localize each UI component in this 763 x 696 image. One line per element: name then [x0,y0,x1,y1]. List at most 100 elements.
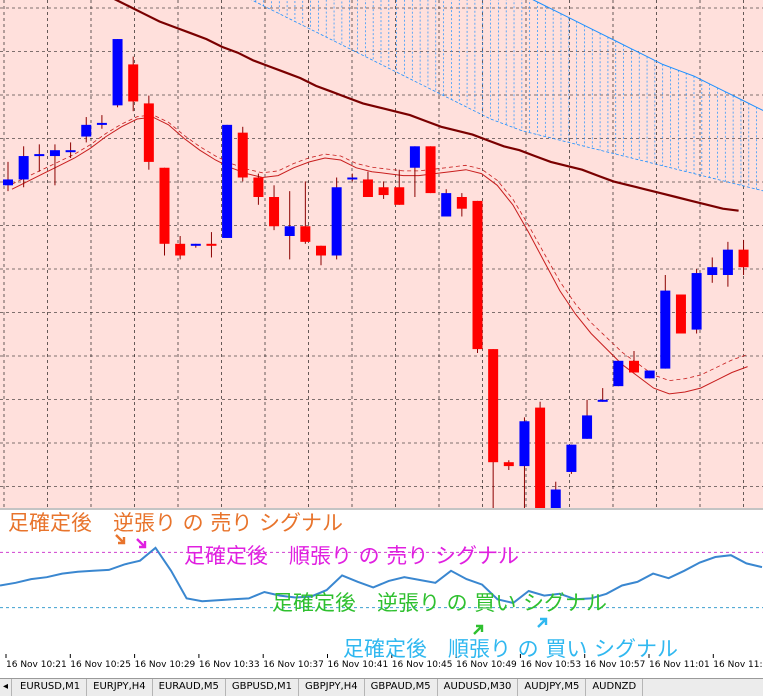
candle[interactable] [738,239,749,275]
symbol-tab[interactable]: AUDNZD [586,679,644,696]
candle[interactable] [316,245,326,266]
candle[interactable] [566,444,577,474]
price-chart[interactable] [0,0,763,508]
time-label: 16 Nov 11:01 [649,660,710,670]
arrow-up-right-icon [473,624,484,635]
candle[interactable] [143,95,154,170]
candle-body [331,187,342,256]
candle-body [644,370,655,379]
symbol-tab[interactable]: EURAUD,M5 [153,679,226,696]
candle[interactable] [175,236,186,260]
candle[interactable] [503,460,514,470]
candle[interactable] [96,115,107,129]
candle[interactable] [425,146,436,194]
oscillator-line [0,546,763,605]
candle[interactable] [18,146,29,188]
candle[interactable] [300,181,311,244]
candle[interactable] [441,189,452,217]
candle[interactable] [112,39,123,108]
candle[interactable] [3,161,13,192]
candle[interactable] [378,181,389,199]
candle-body [519,421,530,467]
candle-body [691,273,702,330]
signal-annotation: 足確定後 順張り の 売り シグナル [184,544,519,568]
time-label: 16 Nov 10:21 [6,660,67,670]
candle-body [582,415,593,439]
symbol-tab[interactable]: GBPUSD,M1 [226,679,300,696]
candle[interactable] [675,294,686,334]
candle-body [378,187,389,196]
candle[interactable] [237,126,248,182]
candle-body [128,64,139,102]
symbol-tab[interactable]: AUDUSD,M30 [438,679,519,696]
candle[interactable] [65,142,76,158]
candle-body [629,360,639,373]
candle[interactable] [722,241,733,287]
candle[interactable] [34,144,45,172]
candle[interactable] [597,388,608,402]
candle-body [222,124,233,238]
candle[interactable] [222,124,233,238]
candle[interactable] [613,360,624,387]
candle[interactable] [49,144,60,186]
candle-body [722,249,733,275]
candle[interactable] [582,399,593,439]
symbol-tab[interactable]: GBPAUD,M5 [365,679,438,696]
candle[interactable] [550,481,561,508]
candle[interactable] [284,191,295,260]
arrow-down-right-icon [136,538,147,549]
candle-body [597,399,608,402]
candle[interactable] [190,243,201,248]
candle-body [112,39,123,106]
candle-body [159,167,170,244]
candle[interactable] [253,173,264,205]
candle[interactable] [488,349,499,508]
candle-body [362,179,373,197]
candle-body [566,444,577,472]
candle-body [675,294,686,334]
candle[interactable] [128,56,139,112]
time-label: 16 Nov 10:57 [585,660,646,670]
candle-body [65,150,76,153]
subwindow-background [0,508,763,654]
candle[interactable] [409,146,420,197]
candle[interactable] [347,173,358,182]
candle-body [472,200,483,350]
chart-window[interactable]: 足確定後 逆張り の 売り シグナル足確定後 順張り の 売り シグナル足確定後… [0,0,763,678]
candle[interactable] [456,193,467,217]
candle-body [425,146,436,194]
candle-body [394,187,405,205]
ma-slow-line [113,0,739,212]
candle[interactable] [362,171,373,197]
candle[interactable] [81,117,92,143]
candle-body [488,349,499,463]
candle[interactable] [644,370,655,379]
ichimoku-cloud [250,0,763,192]
candle[interactable] [206,232,217,258]
candle-body [300,226,311,242]
candle[interactable] [394,169,405,205]
signal-annotation: 足確定後 順張り の 買い シグナル [343,637,678,661]
candle[interactable] [331,177,342,260]
tab-scroll-left-icon[interactable]: ◂ [0,679,12,696]
time-label: 16 Nov 10:45 [392,660,453,670]
candle[interactable] [660,275,671,369]
candle-body [190,243,201,246]
candle[interactable] [535,401,546,508]
candle[interactable] [707,257,718,283]
candle[interactable] [269,185,280,231]
candle[interactable] [472,200,483,353]
time-label: 16 Nov 10:29 [135,660,196,670]
candle[interactable] [629,351,639,373]
candle[interactable] [691,269,702,334]
candle-body [96,122,107,125]
candle[interactable] [159,167,170,256]
symbol-tab[interactable]: AUDJPY,M5 [518,679,587,696]
symbol-tab[interactable]: EURJPY,H4 [87,679,153,696]
signal-annotation: 足確定後 逆張り の 売り シグナル [8,511,343,535]
arrow-down-right-icon [115,534,126,545]
symbol-tab[interactable]: EURUSD,M1 [12,679,88,696]
symbol-tab[interactable]: GBPJPY,H4 [299,679,365,696]
candle[interactable] [519,417,530,508]
